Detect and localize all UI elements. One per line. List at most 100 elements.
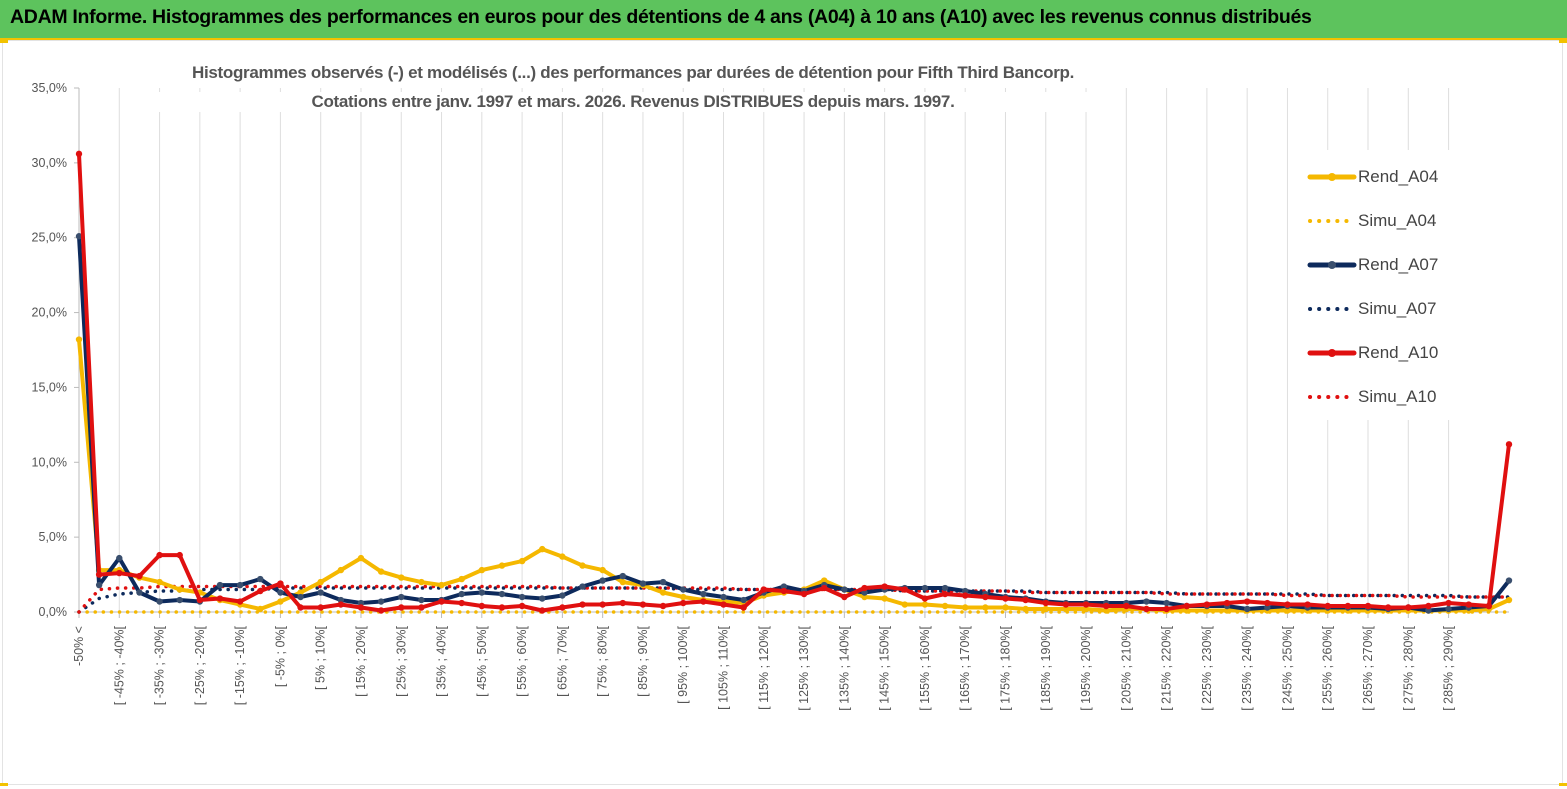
data-point-rend-a10 — [1384, 604, 1392, 611]
data-point-rend-a10 — [921, 595, 929, 602]
data-point-rend-a10 — [559, 604, 566, 611]
data-point-rend-a10 — [176, 551, 183, 559]
data-point-rend-a04 — [357, 554, 365, 562]
x-tick-label: [ 35% ; 40%[ — [435, 625, 449, 696]
data-point-rend-a10 — [1143, 605, 1150, 613]
data-point-rend-a04 — [156, 578, 163, 586]
data-point-rend-a10 — [216, 595, 224, 602]
data-point-rend-a10 — [1284, 601, 1291, 608]
data-point-rend-a07 — [377, 598, 385, 605]
data-point-rend-a07 — [619, 572, 627, 580]
legend-label-rend-a04: Rend_A04 — [1358, 167, 1439, 186]
data-point-rend-a04 — [619, 578, 627, 586]
data-point-rend-a10 — [659, 602, 667, 610]
data-point-rend-a10 — [498, 604, 506, 611]
data-point-rend-a07 — [176, 596, 183, 604]
x-tick-label: [ 185% ; 190%[ — [1039, 625, 1053, 710]
frame-corner-bottom-left — [0, 783, 8, 786]
data-point-rend-a10 — [458, 599, 465, 607]
data-point-rend-a04 — [277, 598, 284, 605]
data-point-rend-a04 — [1022, 605, 1029, 613]
data-point-rend-a10 — [357, 604, 365, 611]
x-tick-label: [ 265% ; 270%[ — [1361, 625, 1375, 710]
data-point-rend-a10 — [438, 598, 445, 605]
data-point-rend-a04 — [659, 589, 667, 596]
data-point-rend-a10 — [720, 601, 727, 608]
x-tick-label: [ 165% ; 170%[ — [958, 625, 972, 710]
frame-corner-bottom-right — [1559, 783, 1567, 786]
data-point-rend-a04 — [1102, 607, 1110, 614]
data-point-rend-a10 — [841, 593, 848, 601]
data-point-rend-a04 — [559, 553, 566, 560]
data-point-rend-a07 — [921, 584, 929, 592]
data-point-rend-a04 — [941, 602, 949, 610]
data-point-rend-a04 — [821, 577, 828, 584]
y-tick-label: 20,0% — [32, 306, 67, 320]
data-point-rend-a10 — [1082, 601, 1090, 608]
data-point-rend-a07 — [1505, 577, 1513, 584]
data-point-rend-a04 — [458, 575, 465, 583]
x-tick-label: [ 45% ; 50%[ — [475, 625, 489, 696]
data-point-rend-a07 — [95, 581, 103, 589]
x-tick-label: [ 195% ; 200%[ — [1079, 625, 1093, 710]
data-point-rend-a10 — [1203, 601, 1211, 608]
legend-item-simu-a10: Simu_A10 — [1306, 386, 1476, 408]
data-point-rend-a10 — [1243, 598, 1251, 605]
data-point-rend-a10 — [700, 598, 707, 605]
data-point-rend-a07 — [559, 592, 566, 599]
data-point-rend-a10 — [1163, 605, 1170, 613]
data-point-rend-a10 — [579, 601, 586, 608]
frame-corner-top-left — [0, 40, 8, 43]
chart-subtitle-line-2: Cotations entre janv. 1997 et mars. 2026… — [148, 92, 1118, 112]
data-point-rend-a04 — [377, 568, 385, 575]
y-tick-label: 0,0% — [39, 605, 68, 619]
chart-subtitle-line-1: Histogrammes observés (-) et modélisés (… — [148, 63, 1118, 83]
data-point-rend-a07 — [740, 596, 747, 604]
data-point-rend-a10 — [518, 602, 526, 610]
x-tick-label: [ 115% ; 120%[ — [757, 625, 771, 709]
data-point-rend-a07 — [659, 578, 667, 586]
x-tick-label: [ 125% ; 130%[ — [797, 625, 811, 710]
data-point-rend-a10 — [780, 587, 788, 595]
data-point-rend-a10 — [1485, 602, 1493, 610]
data-point-rend-a10 — [680, 599, 687, 607]
legend-marker-rend-a10 — [1328, 349, 1336, 357]
x-tick-label: [ 95% ; 100%[ — [676, 625, 690, 703]
data-point-rend-a07 — [518, 593, 526, 601]
legend-marker-rend-a07 — [1328, 261, 1336, 269]
data-point-rend-a10 — [861, 584, 868, 592]
data-point-rend-a04 — [982, 604, 989, 611]
data-point-rend-a10 — [961, 592, 969, 599]
data-point-rend-a04 — [961, 604, 969, 611]
report-banner: ADAM Informe. Histogrammes des performan… — [0, 0, 1567, 40]
data-point-rend-a07 — [297, 593, 304, 601]
data-point-rend-a07 — [1163, 599, 1170, 607]
data-point-rend-a04 — [1505, 596, 1513, 604]
data-point-rend-a07 — [418, 596, 425, 604]
legend-item-simu-a07: Simu_A07 — [1306, 298, 1476, 320]
x-tick-label: [ 85% ; 90%[ — [636, 625, 650, 696]
data-point-rend-a07 — [75, 233, 83, 240]
x-tick-label: [ 175% ; 180%[ — [998, 625, 1012, 710]
data-point-rend-a04 — [881, 595, 888, 602]
data-point-rend-a07 — [317, 589, 324, 596]
data-point-rend-a10 — [75, 150, 83, 158]
legend-item-simu-a04: Simu_A04 — [1306, 210, 1476, 232]
legend-label-rend-a10: Rend_A10 — [1358, 343, 1439, 362]
data-point-rend-a04 — [579, 562, 586, 569]
data-point-rend-a07 — [498, 590, 506, 598]
data-point-rend-a07 — [1264, 604, 1271, 611]
data-point-rend-a10 — [398, 604, 405, 611]
data-point-rend-a04 — [921, 601, 929, 608]
data-point-rend-a07 — [156, 598, 163, 605]
data-point-rend-a04 — [317, 578, 324, 586]
frame-corner-top-right — [1559, 40, 1567, 43]
data-point-rend-a04 — [257, 605, 264, 613]
data-point-rend-a07 — [861, 589, 868, 596]
y-tick-label: 15,0% — [32, 380, 67, 394]
x-tick-label: [ 255% ; 260%[ — [1321, 625, 1335, 710]
x-tick-label: -50% < — [72, 626, 86, 666]
data-point-rend-a07 — [639, 580, 647, 587]
data-point-rend-a04 — [1042, 605, 1049, 613]
